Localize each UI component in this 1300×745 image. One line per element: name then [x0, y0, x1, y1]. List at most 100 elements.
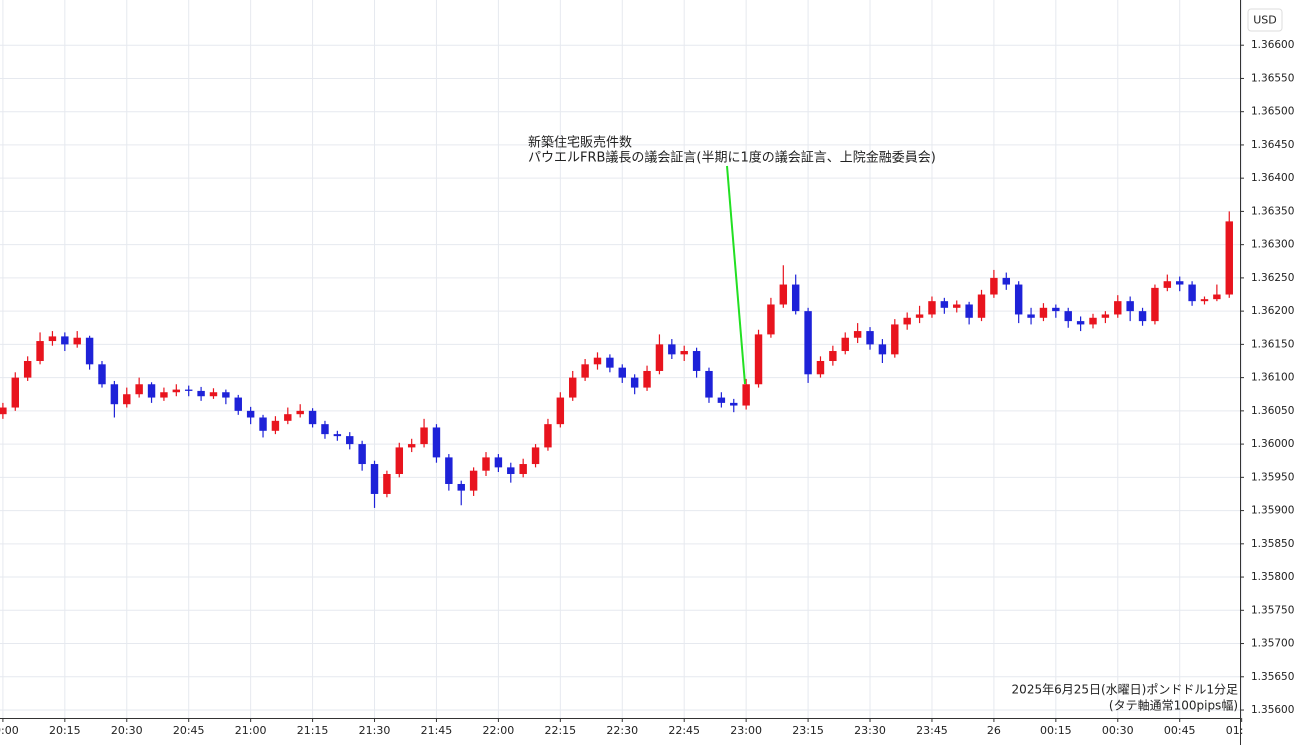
candle-body	[358, 444, 366, 465]
x-tick-label: 00:30	[1102, 724, 1134, 737]
annotation: パウエルFRB議長の議会証言(半期に1度の議会証言、上院金融委員会)	[528, 150, 936, 166]
candle-body	[618, 367, 626, 378]
x-tick-label: 21:15	[297, 724, 329, 737]
candle-body	[730, 402, 738, 406]
candle-body	[110, 384, 119, 405]
candle-body	[1188, 284, 1196, 302]
candle-body	[1225, 221, 1233, 295]
candle-body	[1163, 281, 1172, 288]
candle-body	[1151, 287, 1159, 322]
y-tick-label: 1.35950	[1251, 471, 1294, 483]
y-tick-label: 1.36350	[1251, 205, 1294, 217]
y-tick-label: 1.36550	[1251, 72, 1294, 84]
candle-body	[655, 344, 664, 371]
x-tick-label: 20:15	[49, 724, 81, 737]
candle-body	[742, 384, 750, 406]
x-tick-label: 22:00	[483, 724, 515, 737]
candle-body	[1089, 317, 1097, 325]
y-tick-label: 1.36500	[1251, 106, 1294, 118]
candle-body	[1200, 299, 1209, 302]
x-axis: 20:00 20:15 20:30 20:45 21:00 21:15 21:30 21:45…	[0, 718, 1258, 737]
candle-body	[507, 467, 515, 475]
candle-body	[123, 394, 131, 405]
candle-body	[469, 470, 478, 491]
x-tick-label: 20:30	[111, 724, 143, 737]
candle-body	[184, 389, 193, 391]
candle-body	[915, 314, 924, 318]
candle-body	[457, 483, 465, 491]
x-tick-label: 20:45	[173, 724, 205, 737]
candle-body	[928, 301, 936, 315]
candle-body	[853, 331, 862, 338]
candle-body	[878, 344, 887, 355]
candle-body	[804, 311, 812, 375]
candle-body	[1002, 277, 1011, 285]
candle-body	[296, 410, 304, 415]
candle-body	[1064, 311, 1072, 322]
annotation: 新築住宅販売件数	[528, 135, 632, 151]
chart-note: (タテ軸通常100pips幅)	[1109, 698, 1238, 713]
candle-body	[779, 284, 788, 305]
candle-body	[48, 336, 57, 342]
x-tick-label: 00:15	[1040, 724, 1072, 737]
candle-body	[903, 317, 911, 325]
candle-body	[767, 304, 775, 335]
candle-body	[891, 324, 899, 355]
candle-body	[494, 457, 503, 468]
y-tick-label: 1.36150	[1251, 338, 1294, 350]
candle-body	[829, 351, 837, 361]
y-tick-label: 1.36050	[1251, 405, 1294, 417]
candle-body	[1052, 307, 1060, 312]
candle-body	[0, 407, 7, 415]
candle-body	[370, 464, 379, 494]
y-tick-label: 1.35650	[1251, 671, 1294, 683]
candle-body	[234, 397, 242, 411]
x-tick-label: 22:30	[606, 724, 638, 737]
y-tick-label: 1.35600	[1251, 704, 1294, 716]
candle-body	[445, 457, 453, 484]
candle-body	[222, 392, 230, 398]
y-tick-label: 1.36100	[1251, 372, 1294, 384]
annotation-pointer	[726, 165, 746, 385]
candle-body	[531, 447, 540, 465]
y-tick-label: 1.36200	[1251, 305, 1294, 317]
candle-body	[420, 427, 428, 445]
y-tick-label: 1.36400	[1251, 172, 1294, 184]
candle-body	[209, 392, 218, 397]
candle-body	[61, 336, 69, 345]
candle-body	[246, 410, 255, 418]
candle-body	[1138, 311, 1147, 322]
candle-body	[940, 301, 949, 308]
candle-body	[556, 397, 565, 425]
x-tick-label: 23:45	[916, 724, 948, 737]
candle-body	[407, 444, 416, 448]
candle-body	[680, 351, 688, 355]
y-tick-label: 1.36300	[1251, 239, 1294, 251]
x-tick-label: 23:00	[730, 724, 762, 737]
candle-body	[606, 357, 614, 368]
candle-body	[977, 294, 986, 318]
x-tick-label: 00:45	[1164, 724, 1196, 737]
y-tick-label: 1.36600	[1251, 39, 1294, 51]
candle-body	[23, 360, 32, 378]
candle-body	[866, 331, 874, 345]
candle-body	[284, 414, 292, 421]
candle-body	[432, 427, 441, 458]
y-axis: 1.35600 1.35650 1.35700 1.35750 1.35800 1.358…	[1240, 39, 1294, 716]
y-tick-label: 1.35700	[1251, 638, 1294, 650]
x-tick-label: 22:15	[544, 724, 576, 737]
candle-body	[1039, 307, 1048, 318]
candle-body	[36, 341, 44, 361]
x-tick-label: 23:30	[854, 724, 886, 737]
candle-body	[85, 337, 94, 365]
candle-body	[630, 377, 639, 388]
candle-body	[668, 344, 676, 355]
candle-body	[569, 377, 577, 398]
candle-body	[692, 351, 701, 371]
candle-body	[321, 424, 329, 435]
candle-body	[160, 392, 168, 398]
candle-body	[791, 284, 800, 312]
candle-body	[643, 370, 651, 388]
